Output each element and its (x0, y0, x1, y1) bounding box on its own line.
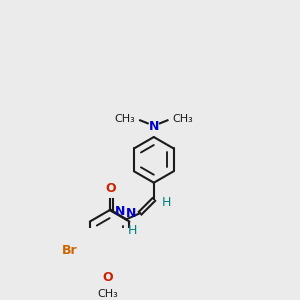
Text: H: H (128, 224, 137, 237)
Text: O: O (103, 271, 113, 284)
Text: CH₃: CH₃ (115, 114, 136, 124)
Text: CH₃: CH₃ (98, 289, 118, 299)
Text: CH₃: CH₃ (172, 114, 193, 124)
Text: Br: Br (62, 244, 78, 257)
Text: H: H (161, 196, 171, 209)
Text: N: N (115, 205, 125, 218)
Text: N: N (148, 120, 159, 133)
Text: O: O (106, 182, 116, 195)
Text: N: N (126, 207, 136, 220)
